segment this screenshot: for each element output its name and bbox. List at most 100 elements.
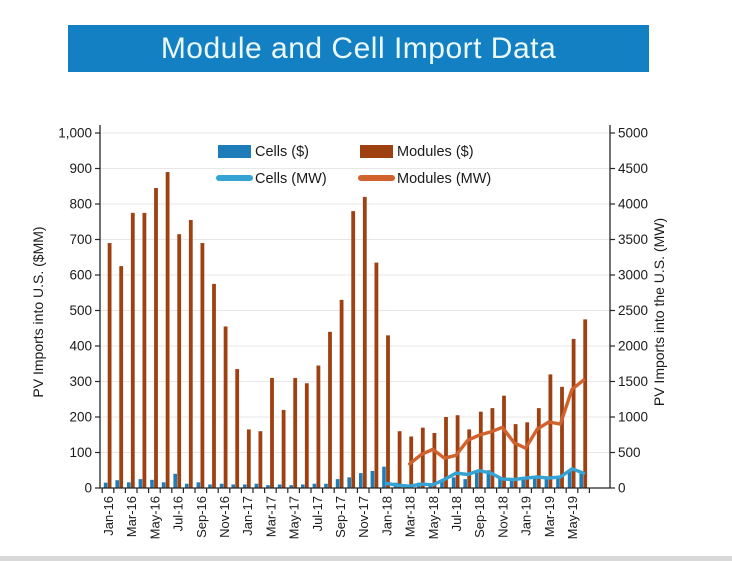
bar-modules-usd <box>270 377 274 488</box>
line-cells-mw <box>384 467 586 488</box>
bar-modules-usd <box>478 411 483 488</box>
x-tick-label: Jan-19 <box>519 496 534 536</box>
legend-label: Cells ($) <box>255 144 309 160</box>
bar-cells-usd <box>277 484 282 488</box>
x-tick-label: Sep-17 <box>333 496 348 538</box>
bar-modules-usd <box>154 188 158 488</box>
bar-modules-usd <box>212 283 216 488</box>
bar-modules-usd <box>444 417 448 488</box>
bar-modules-usd <box>304 383 309 488</box>
bar-cells-usd <box>266 485 270 488</box>
bar-modules-usd <box>386 335 390 488</box>
x-tick-label: Mar-18 <box>403 496 418 537</box>
bar-cells-usd <box>335 479 340 489</box>
bar-modules-usd <box>316 365 321 488</box>
x-tick-label: May-17 <box>287 496 302 539</box>
bar-modules-usd <box>525 422 530 488</box>
bar-cells-usd <box>196 482 201 488</box>
bar-modules-usd <box>502 395 506 488</box>
bar-cells-usd <box>347 477 351 488</box>
left-tick-label: 800 <box>69 197 92 212</box>
x-tick-label: May-18 <box>426 496 441 539</box>
bar-modules-usd <box>223 326 228 488</box>
bar-cells-usd <box>521 477 525 488</box>
right-tick-label: 4500 <box>618 161 648 176</box>
bar-cells-usd <box>231 484 235 488</box>
x-tick-label: Mar-16 <box>124 496 139 537</box>
bar-modules-usd <box>246 429 251 488</box>
right-tick-label: 1000 <box>618 410 648 425</box>
left-tick-label: 300 <box>69 374 92 389</box>
bar-modules-usd <box>188 219 193 489</box>
bar-cells-usd <box>254 483 259 488</box>
bar-modules-usd <box>130 212 135 489</box>
bar-cells-usd <box>440 480 444 488</box>
bar-cells-usd <box>103 482 108 488</box>
bar-modules-usd <box>513 424 518 488</box>
bar-modules-usd <box>467 429 472 488</box>
left-tick-label: 100 <box>69 445 92 460</box>
left-tick-label: 600 <box>69 268 92 283</box>
x-tick-label: Mar-17 <box>263 496 278 537</box>
bar-cells-usd <box>219 483 224 488</box>
legend-label: Cells (MW) <box>255 171 327 187</box>
bar-modules-usd <box>420 427 425 488</box>
bar-cells-usd <box>324 483 328 488</box>
bar-modules-usd <box>258 431 263 488</box>
x-tick-label: Jul-18 <box>449 496 464 531</box>
bar-modules-usd <box>432 432 437 488</box>
bar-modules-usd <box>583 319 588 489</box>
bar-cells-usd <box>498 477 502 488</box>
bar-modules-usd <box>119 266 124 489</box>
legend-swatch-bar <box>360 145 393 158</box>
bar-cells-usd <box>115 480 119 488</box>
right-tick-label: 3000 <box>618 268 648 283</box>
right-tick-label: 2000 <box>618 339 648 354</box>
bar-modules-usd <box>339 299 344 488</box>
bar-modules-usd <box>548 374 553 488</box>
left-tick-label: 700 <box>69 232 92 247</box>
x-tick-label: Jul-16 <box>171 496 186 531</box>
bar-cells-usd <box>486 470 491 488</box>
bar-cells-usd <box>579 472 583 488</box>
x-tick-label: May-19 <box>565 496 580 539</box>
left-tick-label: 400 <box>69 339 92 354</box>
bar-modules-usd <box>362 196 367 488</box>
page-title: Module and Cell Import Data <box>160 31 557 65</box>
bar-cells-usd <box>544 477 549 488</box>
x-tick-label: Sep-18 <box>472 496 487 538</box>
left-tick-label: 1,000 <box>58 126 92 141</box>
bar-modules-usd <box>351 211 356 488</box>
bar-cells-usd <box>382 466 386 488</box>
right-tick-label: 1500 <box>618 374 648 389</box>
bar-modules-usd <box>490 408 495 489</box>
bar-modules-usd <box>560 386 564 488</box>
x-tick-label: Sep-16 <box>194 496 209 538</box>
bar-cells-usd <box>161 482 166 488</box>
x-tick-label: Jan-18 <box>379 496 394 536</box>
bar-cells-usd <box>312 483 317 488</box>
bar-modules-usd <box>177 234 182 488</box>
right-tick-label: 0 <box>618 481 626 496</box>
bar-modules-usd <box>107 243 112 488</box>
bar-modules-usd <box>293 377 298 488</box>
bar-cells-usd <box>173 473 177 488</box>
right-tick-label: 4000 <box>618 197 648 212</box>
bar-cells-usd <box>451 477 456 488</box>
bar-modules-usd <box>235 369 240 488</box>
bar-cells-usd <box>556 475 560 488</box>
title-banner: Module and Cell Import Data <box>68 25 649 72</box>
bar-modules-usd <box>374 262 379 488</box>
bar-cells-usd <box>185 483 189 488</box>
x-tick-label: Nov-16 <box>217 496 232 538</box>
bar-cells-usd <box>509 479 514 489</box>
left-tick-label: 900 <box>69 161 92 176</box>
left-tick-label: 500 <box>69 303 92 318</box>
bar-modules-usd <box>328 331 332 488</box>
x-tick-label: Nov-17 <box>356 496 371 538</box>
bar-cells-usd <box>127 482 131 488</box>
x-tick-label: Nov-18 <box>495 496 510 538</box>
x-tick-label: Jan-16 <box>101 496 116 536</box>
x-tick-label: Jul-17 <box>310 496 325 531</box>
